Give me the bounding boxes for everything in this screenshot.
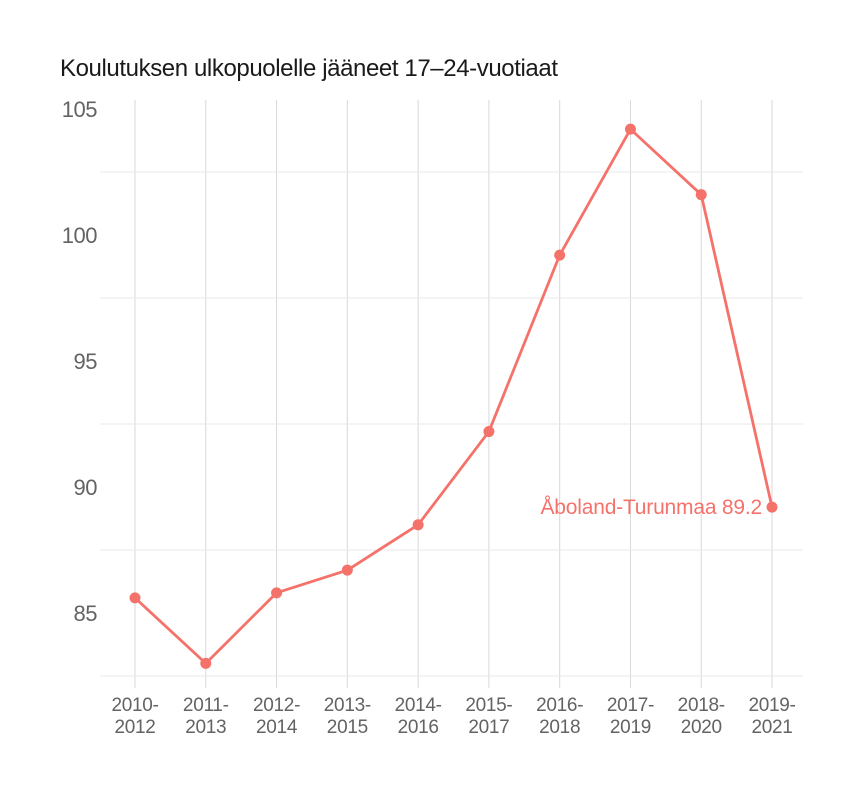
data-point[interactable]: [271, 587, 283, 599]
data-points: [129, 123, 778, 669]
y-tick-label: 95: [74, 349, 98, 374]
data-point[interactable]: [766, 501, 778, 513]
data-point[interactable]: [483, 426, 495, 438]
y-tick-label: 85: [74, 601, 98, 626]
data-point[interactable]: [129, 592, 141, 604]
data-point[interactable]: [200, 657, 212, 669]
data-point[interactable]: [412, 519, 424, 531]
x-tick-label: 2010-2012: [111, 695, 158, 738]
y-tick-label: 105: [62, 97, 97, 122]
x-tick-label: 2011-2013: [183, 695, 229, 738]
chart-title: Koulutuksen ulkopuolelle jääneet 17–24-v…: [60, 55, 558, 82]
x-tick-label: 2015-2017: [465, 695, 512, 738]
x-axis-tick-labels: 2010-2012 2011-2013 2012-2014 2013-2015 2014…: [111, 695, 795, 738]
x-tick-label: 2018-2020: [678, 695, 725, 738]
x-tick-label: 2016-2018: [536, 695, 583, 738]
data-point[interactable]: [341, 564, 353, 576]
x-tick-label: 2017-2019: [607, 695, 654, 738]
x-tick-label: 2012-2014: [253, 695, 300, 738]
x-tick-label: 2013-2015: [324, 695, 371, 738]
data-point[interactable]: [624, 123, 636, 135]
series-value-annotation: Åboland-Turunmaa 89.2: [540, 496, 763, 519]
vertical-gridlines: [134, 100, 773, 688]
data-point[interactable]: [695, 189, 707, 201]
x-tick-label: 2019-2021: [748, 695, 795, 738]
data-point[interactable]: [554, 249, 566, 261]
data-series: [133, 127, 774, 665]
y-axis-tick-labels: 85 90 95 100 105: [62, 97, 98, 626]
y-tick-label: 90: [74, 475, 98, 500]
y-tick-label: 100: [62, 223, 97, 248]
x-tick-label: 2014-2016: [395, 695, 442, 738]
horizontal-gridlines: [100, 171, 803, 677]
series-line: [133, 127, 774, 665]
